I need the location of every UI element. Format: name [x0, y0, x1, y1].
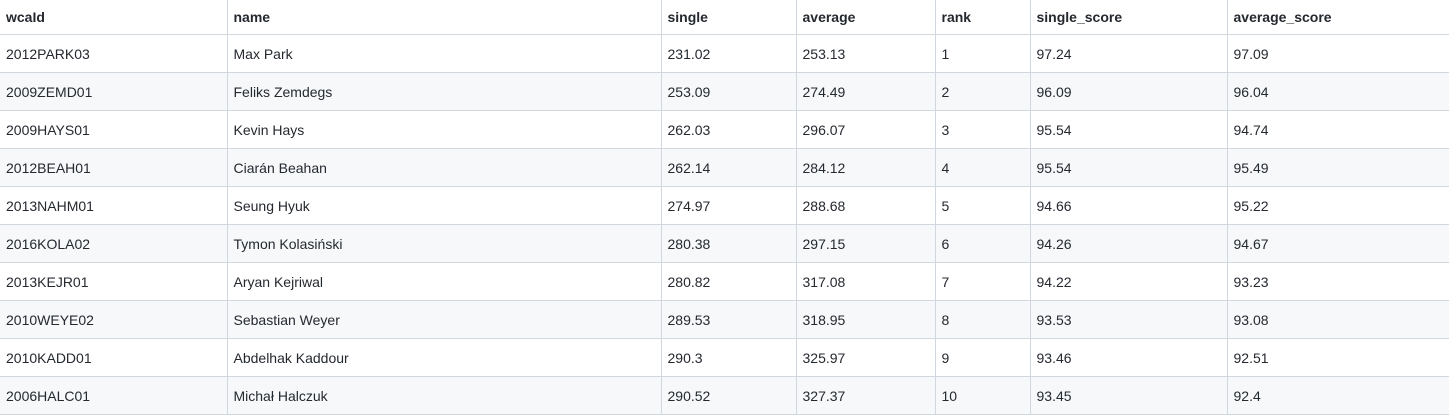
cell-wcaid: 2016KOLA02 — [0, 224, 228, 263]
table-row: 2006HALC01 Michał Halczuk 290.52 327.37 10 93… — [0, 376, 1449, 415]
cell-name: Max Park — [226, 34, 662, 73]
cell-rank: 5 — [934, 186, 1031, 225]
cell-single-score: 94.26 — [1029, 224, 1228, 263]
cell-rank: 8 — [934, 300, 1031, 339]
cell-single: 290.3 — [660, 338, 797, 377]
cell-name: Tymon Kolasiński — [226, 224, 662, 263]
cell-single-score: 93.45 — [1029, 376, 1228, 415]
cell-single-score: 93.53 — [1029, 300, 1228, 339]
cell-wcaid: 2013NAHM01 — [0, 186, 228, 225]
cell-average: 325.97 — [795, 338, 936, 377]
cell-single-score: 95.54 — [1029, 110, 1228, 149]
cell-average-score: 94.74 — [1226, 110, 1449, 149]
cell-single: 262.14 — [660, 148, 797, 187]
cell-average: 288.68 — [795, 186, 936, 225]
cell-single: 274.97 — [660, 186, 797, 225]
cell-wcaid: 2012BEAH01 — [0, 148, 228, 187]
cell-rank: 6 — [934, 224, 1031, 263]
table-row: 2016KOLA02 Tymon Kolasiński 280.38 297.15 6 9… — [0, 224, 1449, 263]
cell-average: 318.95 — [795, 300, 936, 339]
cell-single: 280.82 — [660, 262, 797, 301]
table-body: 2012PARK03 Max Park 231.02 253.13 1 97.24 97.0… — [0, 34, 1449, 415]
cell-single: 231.02 — [660, 34, 797, 73]
cell-average-score: 92.51 — [1226, 338, 1449, 377]
cell-average: 284.12 — [795, 148, 936, 187]
column-header-single-score[interactable]: single_score — [1029, 0, 1228, 35]
cell-wcaid: 2009ZEMD01 — [0, 72, 228, 111]
cell-single-score: 96.09 — [1029, 72, 1228, 111]
cell-single-score: 95.54 — [1029, 148, 1228, 187]
cell-single: 280.38 — [660, 224, 797, 263]
cell-wcaid: 2006HALC01 — [0, 376, 228, 415]
column-header-name[interactable]: name — [226, 0, 662, 35]
cell-rank: 1 — [934, 34, 1031, 73]
cell-average-score: 96.04 — [1226, 72, 1449, 111]
cell-average-score: 93.23 — [1226, 262, 1449, 301]
cell-name: Feliks Zemdegs — [226, 72, 662, 111]
cell-name: Ciarán Beahan — [226, 148, 662, 187]
cell-wcaid: 2013KEJR01 — [0, 262, 228, 301]
cell-single-score: 94.22 — [1029, 262, 1228, 301]
table-row: 2012PARK03 Max Park 231.02 253.13 1 97.24 97.0… — [0, 34, 1449, 73]
table-row: 2012BEAH01 Ciarán Beahan 262.14 284.12 4 95.5… — [0, 148, 1449, 187]
table-row: 2013NAHM01 Seung Hyuk 274.97 288.68 5 94.66 95… — [0, 186, 1449, 225]
cell-rank: 7 — [934, 262, 1031, 301]
cell-name: Abdelhak Kaddour — [226, 338, 662, 377]
cell-average-score: 95.22 — [1226, 186, 1449, 225]
column-header-average[interactable]: average — [795, 0, 936, 35]
cell-average-score: 97.09 — [1226, 34, 1449, 73]
cell-single-score: 93.46 — [1029, 338, 1228, 377]
table-row: 2013KEJR01 Aryan Kejriwal 280.82 317.08 7 94.… — [0, 262, 1449, 301]
cell-name: Sebastian Weyer — [226, 300, 662, 339]
cell-single: 289.53 — [660, 300, 797, 339]
cell-rank: 10 — [934, 376, 1031, 415]
cell-single: 262.03 — [660, 110, 797, 149]
cell-average-score: 95.49 — [1226, 148, 1449, 187]
header-row: wcaId name single average rank single_sc… — [0, 0, 1449, 35]
cell-rank: 4 — [934, 148, 1031, 187]
cell-name: Michał Halczuk — [226, 376, 662, 415]
cell-average-score: 94.67 — [1226, 224, 1449, 263]
cell-single-score: 97.24 — [1029, 34, 1228, 73]
cell-average: 317.08 — [795, 262, 936, 301]
column-header-single[interactable]: single — [660, 0, 797, 35]
cell-average: 297.15 — [795, 224, 936, 263]
column-header-rank[interactable]: rank — [934, 0, 1031, 35]
table-header: wcaId name single average rank single_sc… — [0, 0, 1449, 35]
cell-name: Aryan Kejriwal — [226, 262, 662, 301]
cell-single-score: 94.66 — [1029, 186, 1228, 225]
cell-wcaid: 2010WEYE02 — [0, 300, 228, 339]
table-row: 2009ZEMD01 Feliks Zemdegs 253.09 274.49 2 96.… — [0, 72, 1449, 111]
cell-wcaid: 2010KADD01 — [0, 338, 228, 377]
cell-single: 253.09 — [660, 72, 797, 111]
cell-rank: 3 — [934, 110, 1031, 149]
cell-wcaid: 2012PARK03 — [0, 34, 228, 73]
cell-average: 274.49 — [795, 72, 936, 111]
cell-average: 296.07 — [795, 110, 936, 149]
cell-average-score: 93.08 — [1226, 300, 1449, 339]
cell-average: 327.37 — [795, 376, 936, 415]
cell-rank: 2 — [934, 72, 1031, 111]
table-row: 2010WEYE02 Sebastian Weyer 289.53 318.95 8 93… — [0, 300, 1449, 339]
cell-rank: 9 — [934, 338, 1031, 377]
cell-name: Kevin Hays — [226, 110, 662, 149]
cell-wcaid: 2009HAYS01 — [0, 110, 228, 149]
cell-single: 290.52 — [660, 376, 797, 415]
column-header-average-score[interactable]: average_score — [1226, 0, 1449, 35]
table-row: 2010KADD01 Abdelhak Kaddour 290.3 325.97 9 93… — [0, 338, 1449, 377]
cell-average-score: 92.4 — [1226, 376, 1449, 415]
cell-name: Seung Hyuk — [226, 186, 662, 225]
column-header-wcaid[interactable]: wcaId — [0, 0, 228, 35]
cell-average: 253.13 — [795, 34, 936, 73]
table-row: 2009HAYS01 Kevin Hays 262.03 296.07 3 95.54 94… — [0, 110, 1449, 149]
